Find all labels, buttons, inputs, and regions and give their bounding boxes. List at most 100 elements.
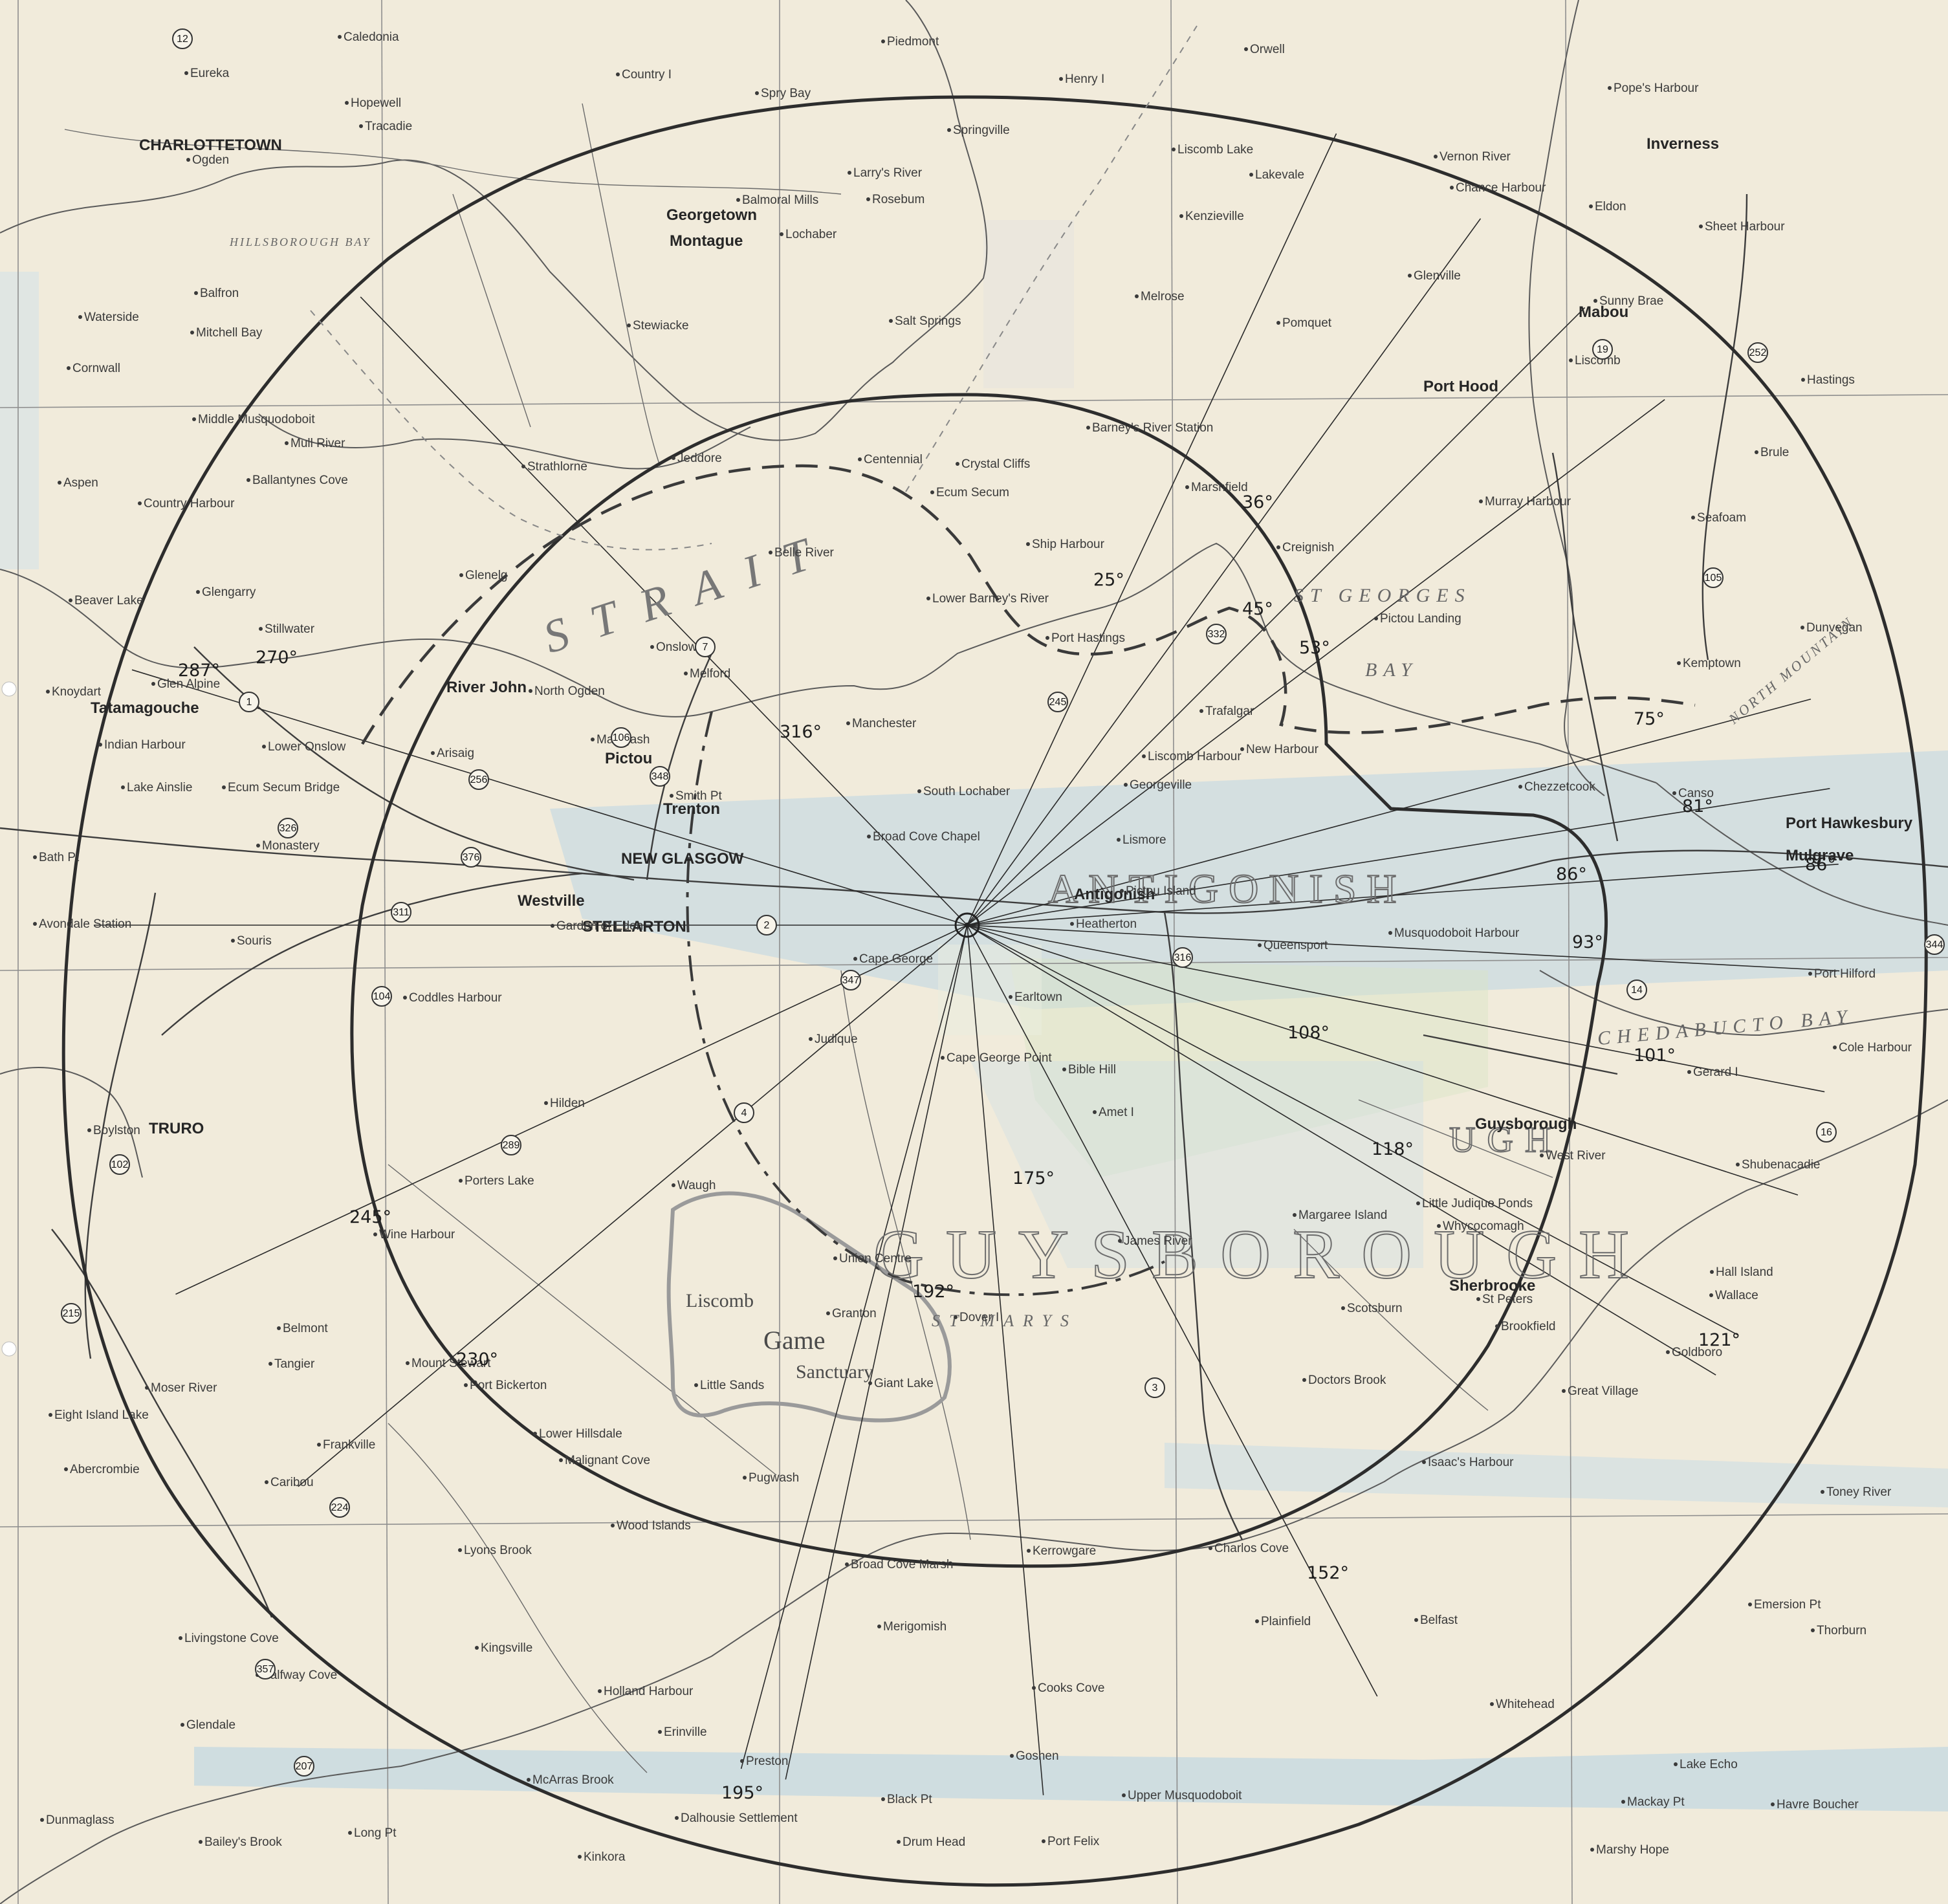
place-dot <box>1118 1239 1122 1243</box>
place-dot <box>833 1256 837 1260</box>
place-label: Glen Alpine <box>157 677 220 691</box>
svg-text:207: 207 <box>296 1761 313 1772</box>
place-label: Kemptown <box>1683 657 1741 670</box>
place-label: Little Sands <box>700 1379 764 1392</box>
place-label: Little Judique Ponds <box>1422 1197 1533 1210</box>
place-label: Garden of Eden <box>556 919 643 933</box>
place-label: Goshen <box>1016 1749 1059 1763</box>
transmitter-site[interactable] <box>954 912 980 938</box>
area-st-marys: ST MARYS <box>932 1311 1078 1330</box>
town-label: Sherbrooke <box>1449 1277 1535 1295</box>
place-dot <box>1672 791 1676 795</box>
place-dot <box>1185 485 1189 489</box>
roads <box>0 103 1948 1773</box>
place-dot <box>1258 943 1262 947</box>
place-label: Middle Musquodoboit <box>198 413 315 426</box>
place-label: Ogden <box>192 153 229 167</box>
place-dot <box>1666 1350 1670 1354</box>
svg-text:105: 105 <box>1705 573 1722 584</box>
svg-text:1: 1 <box>246 697 252 708</box>
route-shield: 12 <box>172 28 193 49</box>
radial-line <box>967 925 1044 1795</box>
place-dot <box>338 35 342 39</box>
place-label: Heatherton <box>1076 917 1137 931</box>
place-dot <box>1302 1378 1306 1382</box>
place-dot <box>1179 214 1183 218</box>
place-label: Hastings <box>1807 373 1855 387</box>
place-dot <box>529 689 532 693</box>
place-dot <box>616 72 620 76</box>
place-dot <box>1540 1154 1544 1157</box>
place-dot <box>1027 1549 1031 1553</box>
place-dot <box>1709 1293 1713 1297</box>
place-dot <box>559 1458 563 1462</box>
place-label: Liscomb Lake <box>1177 143 1253 157</box>
place-label: Black Pt <box>887 1793 932 1806</box>
place-dot <box>1821 1490 1824 1494</box>
place-label: Goldboro <box>1672 1346 1722 1359</box>
svg-text:332: 332 <box>1208 629 1225 640</box>
place-dot <box>78 315 82 319</box>
place-label: Kingsville <box>481 1641 532 1655</box>
town-labels: CHARLOTTETOWN NEW GLASGOW TRURO STELLARTON T… <box>91 135 1913 1295</box>
place-dot <box>464 1383 468 1387</box>
place-label: Orwell <box>1250 43 1285 56</box>
place-dot <box>611 1524 615 1527</box>
place-dot <box>658 1730 662 1734</box>
place-dot <box>1010 1754 1014 1758</box>
place-label: Long Pt <box>354 1826 397 1840</box>
place-label: Gerard I <box>1693 1066 1738 1079</box>
route-shield: 357 <box>255 1659 276 1680</box>
place-dot <box>533 1432 537 1436</box>
place-dot <box>956 462 959 466</box>
place-label: Port Hilford <box>1814 967 1876 981</box>
svg-text:106: 106 <box>613 732 630 743</box>
place-dot <box>848 171 851 175</box>
place-dot <box>246 478 250 482</box>
place-label: Queensport <box>1264 939 1328 952</box>
place-label: Souris <box>237 934 272 948</box>
place-label: Liscomb Harbour <box>1148 750 1242 763</box>
place-dot <box>1800 626 1804 629</box>
bearing-label: 81° <box>1682 796 1713 816</box>
place-label: Indian Harbour <box>104 738 186 752</box>
svg-text:224: 224 <box>331 1502 349 1513</box>
place-dot <box>1009 995 1012 999</box>
place-dot <box>627 323 631 327</box>
place-dot <box>459 1179 463 1183</box>
place-dot <box>1240 747 1244 751</box>
place-label: Trafalgar <box>1205 705 1254 718</box>
place-label: Abercrombie <box>70 1463 140 1476</box>
place-label: Frankville <box>323 1438 375 1452</box>
place-dot <box>1808 972 1812 976</box>
place-label: Creignish <box>1282 541 1334 554</box>
place-label: Salt Springs <box>895 314 961 328</box>
place-label: Stewiacke <box>633 319 689 333</box>
place-label: Vernon River <box>1439 150 1511 164</box>
place-label: Lower Barney's River <box>932 592 1049 606</box>
place-dot <box>1569 358 1573 362</box>
bearing-label: 36° <box>1242 492 1273 512</box>
bearing-label: 192° <box>912 1282 954 1302</box>
town-label: Port Hawkesbury <box>1786 815 1913 832</box>
place-dot <box>1124 783 1128 787</box>
place-label: Georgeville <box>1130 778 1192 792</box>
place-dot <box>755 91 759 95</box>
place-dot <box>1589 204 1593 208</box>
bearing-label: 195° <box>721 1783 763 1803</box>
route-shield: 326 <box>278 818 298 838</box>
place-label: Caledonia <box>344 30 399 44</box>
route-shield: 102 <box>109 1154 130 1175</box>
place-dot <box>598 1689 602 1693</box>
place-dot <box>98 743 102 747</box>
place-label: Knoydart <box>52 685 102 699</box>
blue-wash <box>550 750 1948 1009</box>
place-label: New Harbour <box>1246 743 1319 756</box>
place-dot <box>151 682 155 686</box>
place-label: Hopewell <box>351 96 401 110</box>
place-label: Dunvegan <box>1806 621 1863 635</box>
place-dot <box>1479 499 1483 503</box>
place-dot <box>1244 47 1248 51</box>
place-label: Dover I <box>959 1311 999 1324</box>
